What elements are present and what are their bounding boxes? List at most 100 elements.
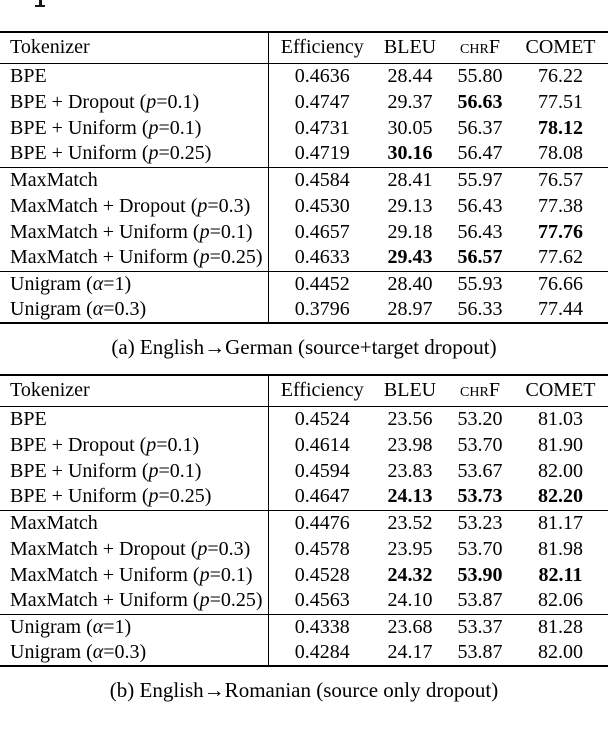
comet-cell: 77.38	[538, 194, 583, 217]
col-header-tokenizer: Tokenizer	[0, 375, 269, 407]
tokenizer-cell: MaxMatch	[0, 167, 269, 193]
bleu-cell: 30.16	[387, 142, 433, 165]
table-a-header: Tokenizer Efficiency BLEU chrF COMET	[0, 32, 608, 64]
tokenizer-cell: BPE	[0, 406, 269, 432]
bleu-cell: 28.40	[387, 272, 433, 295]
comet-cell: 81.17	[538, 511, 583, 534]
efficiency-cell: 0.4524	[294, 407, 350, 430]
bleu-cell: 23.95	[387, 537, 433, 560]
table-b-header: Tokenizer Efficiency BLEU chrF COMET	[0, 375, 608, 407]
table-caption-b: (b) English→Romanian (source only dropou…	[109, 678, 499, 702]
col-header-chrf: chrF	[444, 375, 516, 407]
comet-cell: 76.22	[538, 64, 583, 87]
results-table-a: Tokenizer Efficiency BLEU chrF COMET BPE…	[0, 31, 608, 324]
glyph-base	[35, 4, 45, 7]
col-header-comet: COMET	[516, 32, 608, 64]
header-row: Tokenizer Efficiency BLEU chrF COMET	[0, 32, 608, 64]
table-row: MaxMatch + Uniform (p=0.25) 0.4633 29.43 56…	[0, 245, 608, 271]
table-row: BPE 0.4524 23.56 53.20 81.03	[0, 406, 608, 432]
chrf-cell: 53.87	[457, 589, 503, 612]
table-row: BPE + Uniform (p=0.25) 0.4647 24.13 53.73 82…	[0, 484, 608, 510]
efficiency-cell: 0.4563	[294, 589, 350, 612]
col-header-bleu: BLEU	[376, 375, 444, 407]
tokenizer-cell: BPE + Uniform (p=0.25)	[0, 141, 269, 167]
table-row: BPE 0.4636 28.44 55.80 76.22	[0, 63, 608, 89]
comet-cell: 82.11	[538, 563, 583, 586]
bleu-cell: 23.68	[387, 615, 433, 638]
efficiency-cell: 0.3796	[294, 298, 350, 320]
table-group: MaxMatch 0.4476 23.52 53.23 81.17 MaxMatch + …	[0, 510, 608, 614]
chrf-cell: 56.37	[457, 116, 503, 139]
tokenizer-cell: Unigram (α=1)	[0, 271, 269, 297]
comet-cell: 76.57	[538, 168, 583, 191]
bleu-cell: 29.18	[387, 220, 433, 243]
comet-cell: 77.62	[538, 246, 583, 269]
chrf-cell: 55.97	[457, 168, 503, 191]
table-row: MaxMatch + Uniform (p=0.1) 0.4528 24.32 53.…	[0, 562, 608, 588]
tokenizer-cell: Unigram (α=0.3)	[0, 297, 269, 323]
tokenizer-cell: MaxMatch + Uniform (p=0.1)	[0, 219, 269, 245]
efficiency-cell: 0.4452	[294, 272, 350, 295]
efficiency-cell: 0.4528	[294, 563, 350, 586]
table-row: MaxMatch 0.4584 28.41 55.97 76.57	[0, 167, 608, 193]
bleu-cell: 29.13	[387, 194, 433, 217]
col-header-bleu: BLEU	[376, 32, 444, 64]
efficiency-cell: 0.4530	[294, 194, 350, 217]
comet-cell: 78.12	[538, 116, 583, 139]
efficiency-cell: 0.4647	[294, 485, 350, 508]
table-row: BPE + Uniform (p=0.25) 0.4719 30.16 56.47 78…	[0, 141, 608, 167]
comet-cell: 82.20	[538, 485, 583, 508]
efficiency-cell: 0.4747	[294, 90, 350, 113]
tokenizer-cell: BPE	[0, 63, 269, 89]
comet-cell: 81.90	[538, 433, 583, 456]
tokenizer-cell: BPE + Uniform (p=0.25)	[0, 484, 269, 510]
bleu-cell: 23.56	[387, 407, 433, 430]
header-row: Tokenizer Efficiency BLEU chrF COMET	[0, 375, 608, 407]
bleu-cell: 28.97	[387, 298, 433, 320]
comet-cell: 76.66	[538, 272, 583, 295]
comet-cell: 82.00	[538, 641, 583, 663]
table-a-section: Tokenizer Efficiency BLEU chrF COMET BPE…	[0, 0, 608, 360]
table-row: Unigram (α=1) 0.4338 23.68 53.37 81.28	[0, 614, 608, 640]
tokenizer-cell: BPE + Uniform (p=0.1)	[0, 115, 269, 141]
table-row: MaxMatch + Uniform (p=0.25) 0.4563 24.10 53…	[0, 588, 608, 614]
table-group: MaxMatch 0.4584 28.41 55.97 76.57 MaxMatch + …	[0, 167, 608, 271]
table-row: Unigram (α=1) 0.4452 28.40 55.93 76.66	[0, 271, 608, 297]
table-caption-a: (a) English→German (source+target dropou…	[111, 335, 497, 359]
chrf-cell: 55.80	[457, 64, 503, 87]
chrf-cell: 53.20	[457, 407, 503, 430]
col-header-efficiency: Efficiency	[268, 32, 376, 64]
efficiency-cell: 0.4614	[294, 433, 350, 456]
table-row: BPE + Uniform (p=0.1) 0.4594 23.83 53.67 82.…	[0, 458, 608, 484]
efficiency-cell: 0.4633	[294, 246, 350, 269]
bleu-cell: 24.32	[387, 563, 433, 586]
chrf-cell: 53.23	[457, 511, 503, 534]
comet-cell: 77.44	[538, 298, 583, 320]
efficiency-cell: 0.4584	[294, 168, 350, 191]
efficiency-cell: 0.4731	[294, 116, 350, 139]
comet-cell: 81.28	[538, 615, 583, 638]
comet-cell: 77.76	[538, 220, 583, 243]
bleu-cell: 28.41	[387, 168, 433, 191]
efficiency-cell: 0.4578	[294, 537, 350, 560]
chrf-cell: 55.93	[457, 272, 503, 295]
bleu-cell: 28.44	[387, 64, 433, 87]
comet-cell: 82.06	[538, 589, 583, 612]
bleu-cell: 29.43	[387, 246, 433, 269]
comet-cell: 82.00	[538, 459, 583, 482]
tokenizer-cell: MaxMatch + Uniform (p=0.25)	[0, 245, 269, 271]
table-row: Unigram (α=0.3) 0.3796 28.97 56.33 77.44	[0, 297, 608, 323]
efficiency-cell: 0.4338	[294, 615, 350, 638]
chrf-cell: 53.73	[457, 485, 503, 508]
chrf-cell: 56.43	[457, 194, 503, 217]
col-header-efficiency: Efficiency	[268, 375, 376, 407]
efficiency-cell: 0.4594	[294, 459, 350, 482]
chrf-cell: 53.70	[457, 537, 503, 560]
table-group: Unigram (α=1) 0.4338 23.68 53.37 81.28 Unigra…	[0, 614, 608, 666]
table-group: BPE 0.4636 28.44 55.80 76.22 BPE + Dropout (p…	[0, 63, 608, 167]
bleu-cell: 29.37	[387, 90, 433, 113]
efficiency-cell: 0.4657	[294, 220, 350, 243]
col-header-chrf: chrF	[444, 32, 516, 64]
table-group: BPE 0.4524 23.56 53.20 81.03 BPE + Dropout (p…	[0, 406, 608, 510]
